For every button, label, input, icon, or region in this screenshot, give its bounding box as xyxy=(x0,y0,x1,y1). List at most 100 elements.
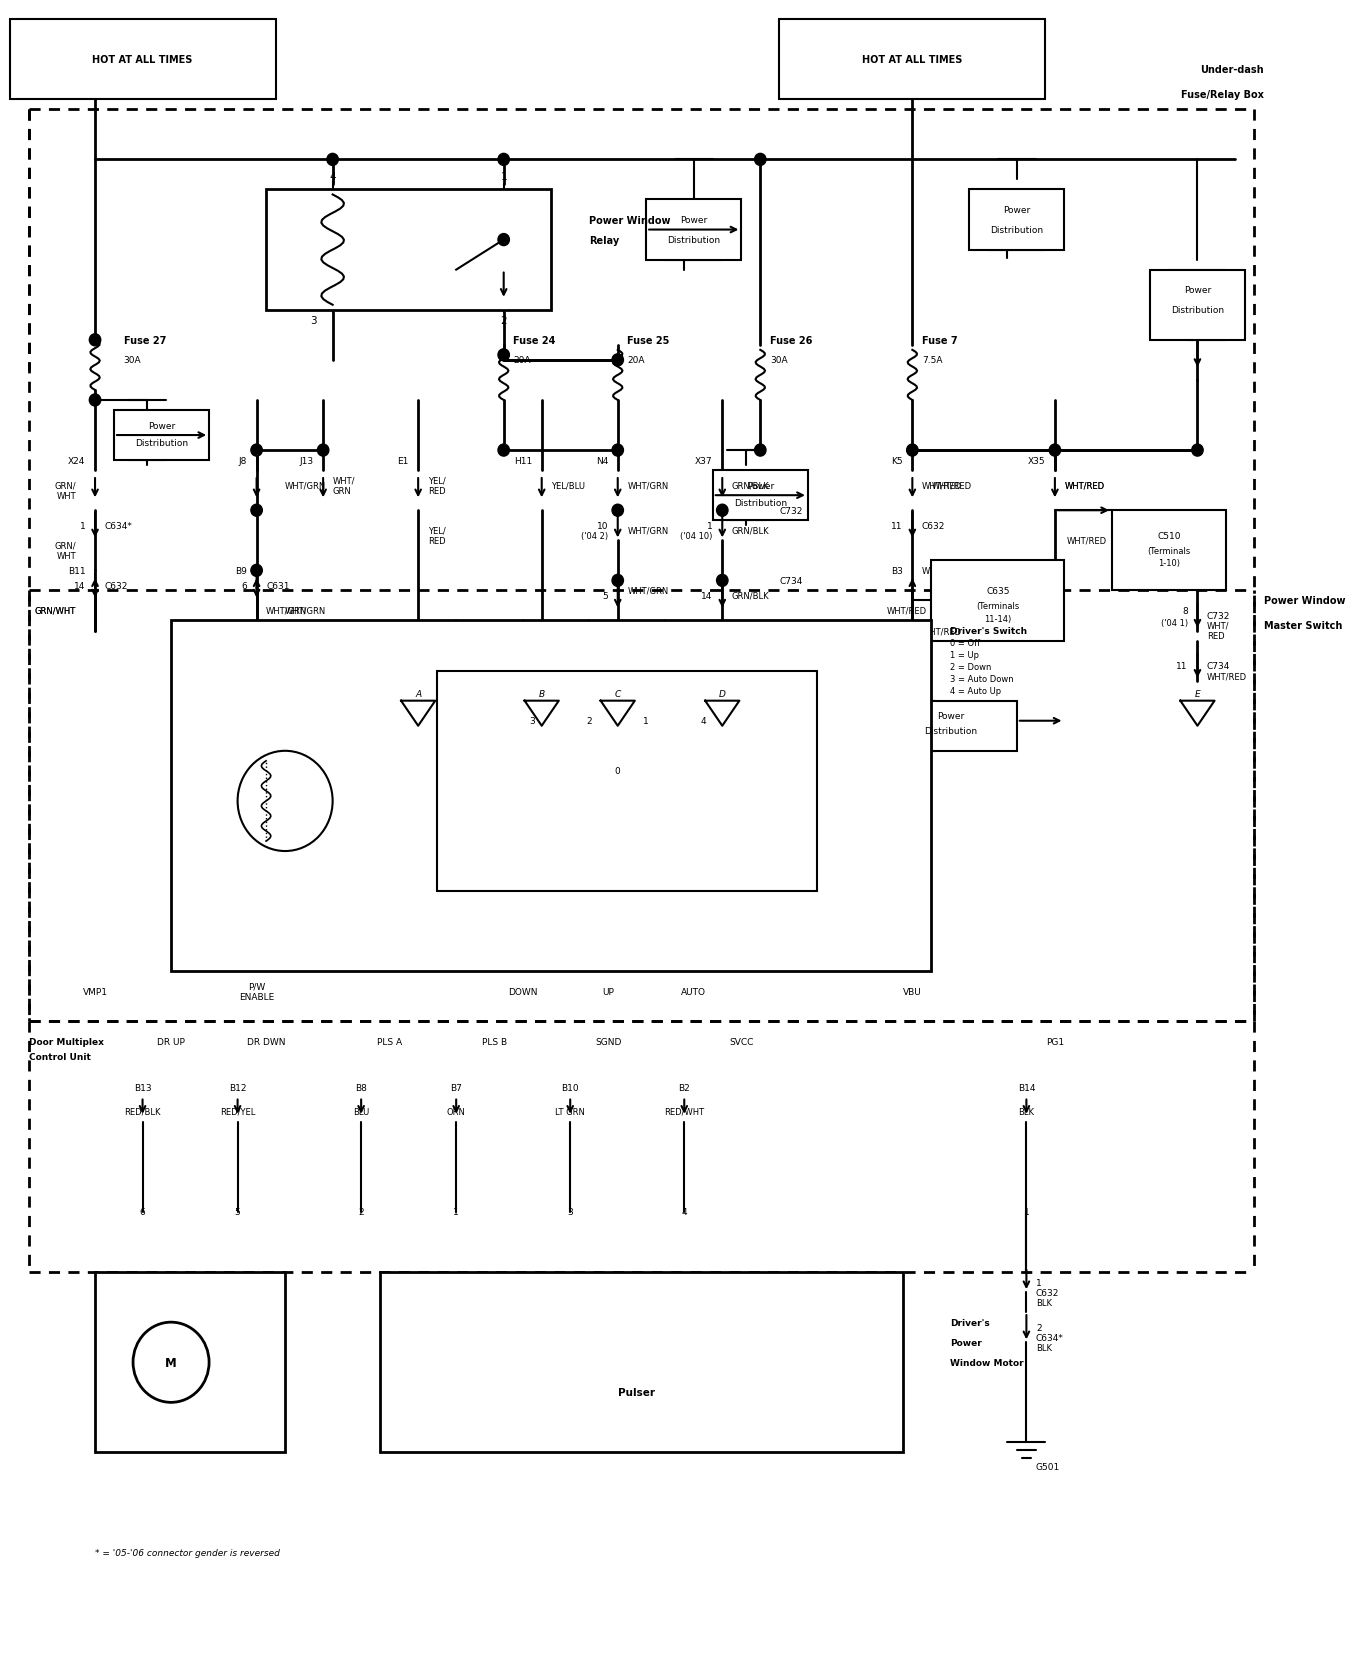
Text: 1: 1 xyxy=(707,522,712,530)
Text: C634*: C634* xyxy=(104,522,132,530)
Circle shape xyxy=(89,335,101,346)
Text: G501: G501 xyxy=(1036,1462,1060,1472)
Polygon shape xyxy=(401,701,436,726)
Text: 1: 1 xyxy=(1036,1278,1041,1287)
Text: J8: J8 xyxy=(239,457,247,465)
Circle shape xyxy=(317,445,329,457)
Text: B12: B12 xyxy=(229,1082,247,1092)
Text: Power: Power xyxy=(148,422,175,430)
Text: 1: 1 xyxy=(643,716,649,726)
Circle shape xyxy=(612,576,623,587)
Text: DOWN: DOWN xyxy=(509,987,537,997)
Text: ('04 10): ('04 10) xyxy=(680,532,712,540)
Text: 6: 6 xyxy=(241,582,247,591)
Text: GRN: GRN xyxy=(333,487,351,495)
Text: 1: 1 xyxy=(500,172,507,182)
Text: Fuse 25: Fuse 25 xyxy=(627,336,669,346)
Text: J13: J13 xyxy=(299,457,313,465)
Bar xyxy=(970,191,1064,251)
Text: 3: 3 xyxy=(568,1208,573,1216)
Circle shape xyxy=(326,154,339,166)
Text: Fuse/Relay Box: Fuse/Relay Box xyxy=(1182,90,1264,100)
Text: RED/WHT: RED/WHT xyxy=(664,1108,704,1116)
Text: 0 = Off: 0 = Off xyxy=(950,639,981,647)
Text: WHT/RED: WHT/RED xyxy=(824,706,865,716)
Text: Power Window: Power Window xyxy=(1264,596,1345,606)
Text: UP: UP xyxy=(602,987,614,997)
Text: WHT/RED: WHT/RED xyxy=(921,482,962,490)
Text: M: M xyxy=(165,1355,177,1369)
Text: X24: X24 xyxy=(69,457,85,465)
Text: Distribution: Distribution xyxy=(990,226,1043,234)
Text: C635: C635 xyxy=(986,587,1009,596)
Text: WHT/GRN: WHT/GRN xyxy=(285,482,326,490)
Text: 20A: 20A xyxy=(513,356,530,365)
Text: C632: C632 xyxy=(1036,1288,1059,1297)
Text: K5: K5 xyxy=(892,457,902,465)
Text: B10: B10 xyxy=(561,1082,579,1092)
Circle shape xyxy=(612,445,623,457)
Text: Distribution: Distribution xyxy=(924,726,977,736)
Text: DR UP: DR UP xyxy=(156,1037,185,1046)
Bar xyxy=(437,671,817,892)
Text: WHT/RED: WHT/RED xyxy=(824,696,865,706)
Text: 2: 2 xyxy=(359,1208,364,1216)
Text: Window Motor: Window Motor xyxy=(950,1358,1024,1367)
Circle shape xyxy=(251,565,262,577)
Text: H11: H11 xyxy=(514,457,533,465)
Text: 1: 1 xyxy=(80,522,85,530)
Text: (Terminals: (Terminals xyxy=(977,602,1020,611)
Circle shape xyxy=(907,445,919,457)
Text: (Terminals: (Terminals xyxy=(1147,547,1191,555)
Text: GRN/: GRN/ xyxy=(54,542,76,550)
Text: B7: B7 xyxy=(451,1082,463,1092)
Text: E: E xyxy=(1195,689,1201,698)
Text: Pulser: Pulser xyxy=(618,1387,656,1397)
Bar xyxy=(646,201,742,261)
Text: Fuse 7: Fuse 7 xyxy=(921,336,958,346)
Text: BLK: BLK xyxy=(1018,1108,1035,1116)
Text: GRN/BLK: GRN/BLK xyxy=(731,482,769,490)
Circle shape xyxy=(89,395,101,407)
Text: B9: B9 xyxy=(235,567,247,576)
Text: B11: B11 xyxy=(67,567,85,576)
Text: B14: B14 xyxy=(1017,1082,1035,1092)
Polygon shape xyxy=(1180,701,1214,726)
Text: WHT/RED: WHT/RED xyxy=(1064,482,1105,490)
Bar xyxy=(780,20,1045,100)
Bar xyxy=(94,1271,285,1452)
Text: C: C xyxy=(615,689,621,698)
Text: HOT AT ALL TIMES: HOT AT ALL TIMES xyxy=(92,55,193,65)
Text: 3: 3 xyxy=(310,316,317,326)
Text: 5: 5 xyxy=(235,1208,240,1216)
Text: GRN/: GRN/ xyxy=(54,482,76,490)
Text: 20A: 20A xyxy=(627,356,645,365)
Text: ('04 2): ('04 2) xyxy=(581,532,608,540)
Text: 1 = Up: 1 = Up xyxy=(950,651,979,659)
Text: 1: 1 xyxy=(1024,1208,1029,1216)
Text: GRN/BLK: GRN/BLK xyxy=(731,527,769,535)
Text: 14: 14 xyxy=(74,582,85,591)
Text: X35: X35 xyxy=(1028,457,1045,465)
Text: Power: Power xyxy=(936,711,965,721)
Text: Driver's Switch: Driver's Switch xyxy=(950,627,1028,636)
Text: Master Switch: Master Switch xyxy=(1264,621,1342,631)
Text: WHT/RED: WHT/RED xyxy=(1207,673,1246,681)
Bar xyxy=(1149,271,1245,341)
Bar xyxy=(931,560,1064,641)
Text: WHT/: WHT/ xyxy=(1207,622,1229,631)
Text: HOT AT ALL TIMES: HOT AT ALL TIMES xyxy=(862,55,963,65)
Circle shape xyxy=(716,505,728,517)
Text: 1-10): 1-10) xyxy=(1157,559,1180,567)
Text: C632: C632 xyxy=(921,522,946,530)
Text: AUTO: AUTO xyxy=(681,987,707,997)
Circle shape xyxy=(612,355,623,366)
Circle shape xyxy=(237,751,333,852)
Circle shape xyxy=(498,154,510,166)
Text: RED/BLK: RED/BLK xyxy=(124,1108,161,1116)
Text: 5: 5 xyxy=(603,592,608,601)
Text: C732: C732 xyxy=(780,507,803,515)
Text: Power: Power xyxy=(1004,206,1031,214)
Text: Under-dash: Under-dash xyxy=(1201,65,1264,75)
Text: C634*: C634* xyxy=(1036,1333,1064,1342)
